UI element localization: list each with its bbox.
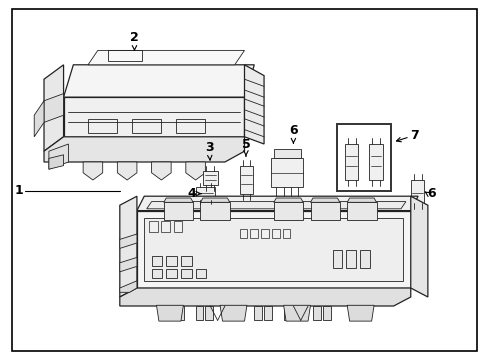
Polygon shape <box>273 198 303 202</box>
Bar <box>322 306 330 320</box>
Polygon shape <box>120 288 410 306</box>
Bar <box>239 229 247 238</box>
Bar <box>293 306 301 320</box>
Polygon shape <box>34 101 44 137</box>
Polygon shape <box>83 162 102 180</box>
Bar <box>173 221 182 232</box>
Polygon shape <box>120 257 137 272</box>
Polygon shape <box>120 281 137 292</box>
Polygon shape <box>410 196 427 297</box>
Bar <box>264 306 271 320</box>
Polygon shape <box>120 196 137 297</box>
Bar <box>271 229 279 238</box>
Bar <box>166 306 174 320</box>
Bar <box>149 221 158 232</box>
Bar <box>250 229 258 238</box>
Text: 7: 7 <box>409 129 418 141</box>
Polygon shape <box>310 198 339 202</box>
Bar <box>332 250 342 268</box>
Polygon shape <box>283 305 310 321</box>
Polygon shape <box>44 137 244 162</box>
Bar <box>261 229 268 238</box>
Bar <box>344 144 358 180</box>
Text: 3: 3 <box>204 141 213 160</box>
Text: 5: 5 <box>241 138 250 156</box>
Bar <box>181 269 191 278</box>
Bar <box>195 306 203 320</box>
Bar <box>144 218 403 281</box>
Bar <box>151 256 162 266</box>
Bar <box>166 269 177 278</box>
Polygon shape <box>156 305 183 321</box>
Bar <box>346 202 376 220</box>
Bar <box>282 229 290 238</box>
Polygon shape <box>163 198 193 202</box>
Bar <box>368 144 382 180</box>
Text: 6: 6 <box>426 187 435 200</box>
Polygon shape <box>117 162 137 180</box>
Bar <box>273 149 300 158</box>
Bar <box>410 180 424 203</box>
Bar <box>239 166 253 194</box>
Polygon shape <box>49 155 63 169</box>
Text: 4: 4 <box>187 187 196 200</box>
Bar <box>346 250 355 268</box>
Polygon shape <box>220 305 246 321</box>
Bar <box>224 306 232 320</box>
Polygon shape <box>44 65 63 151</box>
Polygon shape <box>346 305 373 321</box>
Bar <box>151 269 162 278</box>
Bar <box>337 124 390 191</box>
Polygon shape <box>244 65 264 144</box>
Polygon shape <box>151 162 171 180</box>
Bar <box>234 306 242 320</box>
Polygon shape <box>137 196 417 211</box>
Text: 2: 2 <box>130 31 139 50</box>
Bar <box>312 306 320 320</box>
Bar <box>195 269 206 278</box>
Bar <box>107 50 142 61</box>
Bar <box>200 202 229 220</box>
Bar <box>166 256 177 266</box>
Bar <box>181 256 191 266</box>
Polygon shape <box>200 198 229 202</box>
Text: 1: 1 <box>14 184 23 197</box>
Polygon shape <box>346 198 376 202</box>
Bar <box>137 211 410 288</box>
Bar <box>176 306 183 320</box>
Bar <box>163 202 193 220</box>
Bar <box>63 97 244 137</box>
Polygon shape <box>63 65 254 97</box>
Bar <box>271 158 303 187</box>
Polygon shape <box>49 144 68 169</box>
Bar <box>195 187 215 200</box>
Bar <box>161 221 170 232</box>
Bar <box>176 119 205 133</box>
Polygon shape <box>185 162 205 180</box>
Polygon shape <box>88 50 244 65</box>
Bar <box>132 119 161 133</box>
Bar <box>283 306 291 320</box>
Bar <box>205 306 213 320</box>
Bar <box>88 119 117 133</box>
Polygon shape <box>120 234 137 248</box>
Polygon shape <box>146 202 405 209</box>
Bar <box>359 250 369 268</box>
Bar <box>203 171 217 185</box>
Bar <box>254 306 262 320</box>
Bar <box>273 202 303 220</box>
Bar <box>310 202 339 220</box>
Text: 6: 6 <box>288 124 297 143</box>
Polygon shape <box>44 94 63 122</box>
